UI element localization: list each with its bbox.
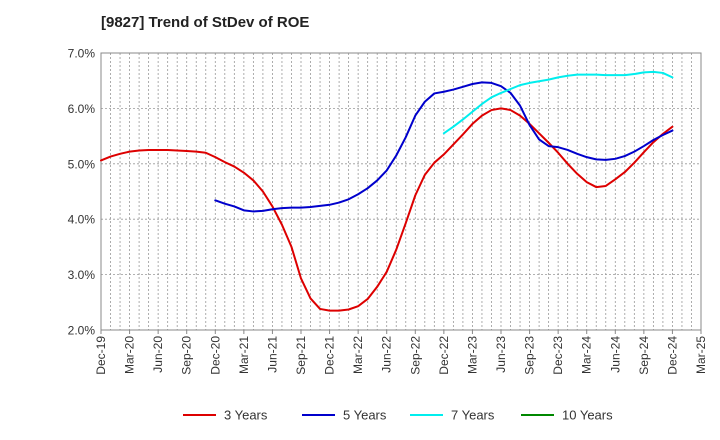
series-line-3-years (100, 107, 674, 312)
legend-label: 3 Years (224, 408, 268, 423)
x-tick-label: Jun-20 (151, 336, 165, 373)
x-tick-label: Jun-21 (265, 336, 279, 373)
x-tick-label: Jun-22 (380, 336, 394, 373)
plot-frame (100, 52, 702, 331)
plot-area (101, 53, 701, 330)
x-tick-label: Sep-22 (408, 336, 422, 375)
x-tick-label: Dec-21 (323, 336, 337, 375)
chart-title: [9827] Trend of StDev of ROE (101, 14, 310, 31)
series-line-5-years (214, 81, 674, 213)
x-tick-label: Dec-23 (551, 336, 565, 375)
x-tick-label: Sep-20 (180, 336, 194, 375)
x-tick-label: Mar-21 (237, 336, 251, 374)
legend: 3 Years 5 Years 7 Years 10 Years (183, 408, 613, 423)
x-tick-label: Mar-24 (580, 336, 594, 374)
y-tick-label: 2.0% (68, 324, 96, 338)
x-tick-label: Sep-24 (637, 336, 651, 375)
x-tick-label: Jun-23 (494, 336, 508, 373)
x-tick-label: Mar-23 (465, 336, 479, 374)
x-tick-label: Sep-21 (294, 336, 308, 375)
y-tick-label: 4.0% (68, 213, 96, 227)
y-tick-label: 5.0% (68, 157, 96, 171)
x-tick-label: Jun-24 (608, 336, 622, 373)
x-tick-label: Mar-20 (123, 336, 137, 374)
x-tick-label: Dec-19 (94, 336, 108, 375)
series-line-7-years (442, 70, 674, 135)
x-tick-label: Dec-20 (208, 336, 222, 375)
y-tick-label: 6.0% (68, 102, 96, 116)
y-tick-label: 7.0% (68, 47, 96, 61)
x-tick-label: Sep-23 (523, 336, 537, 375)
x-tick-label: Mar-22 (351, 336, 365, 374)
x-tick-label: Dec-22 (437, 336, 451, 375)
x-tick-label: Dec-24 (665, 336, 679, 375)
x-tick-label: Mar-25 (694, 336, 708, 374)
legend-label: 5 Years (343, 408, 387, 423)
legend-label: 10 Years (562, 408, 613, 423)
legend-label: 7 Years (451, 408, 495, 423)
y-tick-label: 3.0% (68, 268, 96, 282)
